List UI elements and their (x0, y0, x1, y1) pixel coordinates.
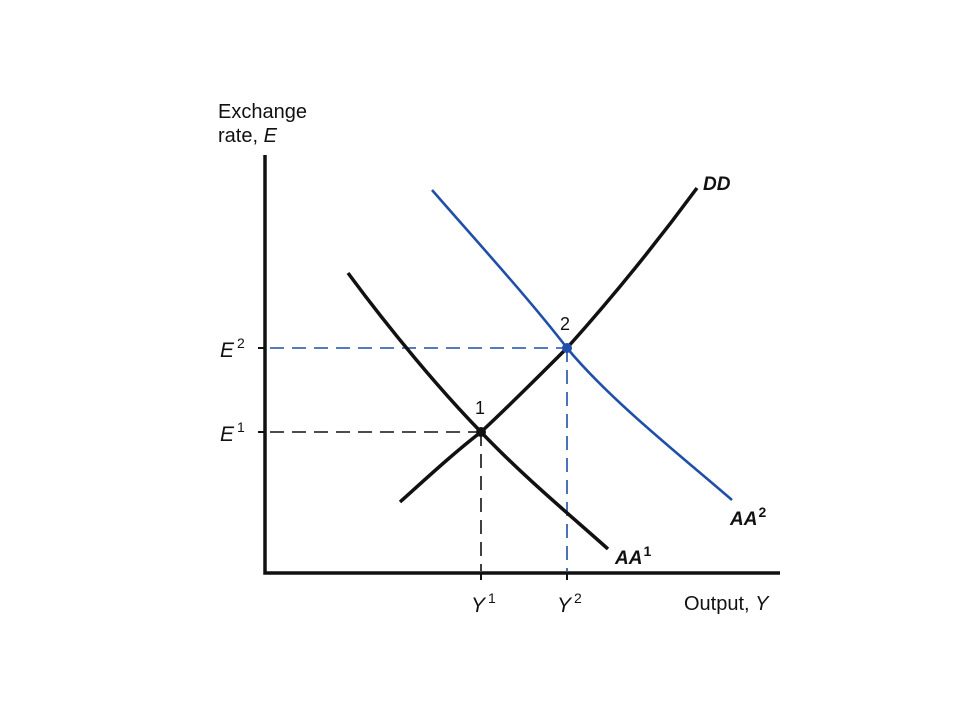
point-1-label: 1 (475, 398, 485, 418)
aa1-curve-label: AA1 (614, 543, 651, 569)
dd-curve (398, 186, 699, 504)
equilibrium-point-2 (562, 343, 572, 353)
equilibrium-point-1 (476, 427, 486, 437)
dd-curve-label: DD (703, 174, 731, 195)
point-2-label: 2 (560, 314, 570, 334)
axes (263, 155, 780, 575)
aa2-curve (431, 189, 733, 501)
y-axis-title-line2: rate, E (218, 125, 278, 147)
x-axis-title: Output, Y (684, 593, 770, 615)
aa2-curve-label: AA2 (729, 504, 766, 530)
y-axis-title: Exchange (218, 101, 307, 123)
